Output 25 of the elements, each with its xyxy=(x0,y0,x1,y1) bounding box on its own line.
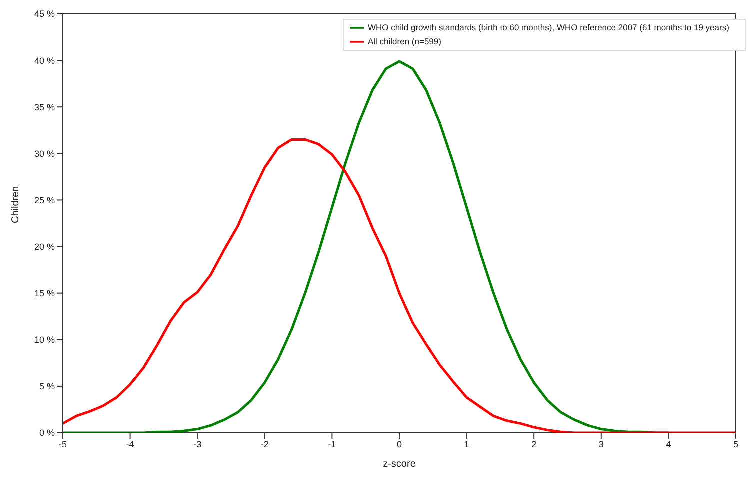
x-tick-label: -3 xyxy=(194,439,202,450)
y-tick-label: 0 % xyxy=(39,428,55,438)
y-tick-label: 25 % xyxy=(34,195,55,206)
y-tick-label: 10 % xyxy=(34,335,55,346)
legend-label: All children (n=599) xyxy=(368,36,442,46)
y-tick-label: 45 % xyxy=(34,9,55,20)
x-tick-label: -4 xyxy=(126,439,134,450)
legend-label: WHO child growth standards (birth to 60 months), WHO reference 2007 (61 months to 19 years) xyxy=(368,22,730,32)
y-tick-label: 30 % xyxy=(34,148,55,159)
y-tick-label: 20 % xyxy=(34,242,55,252)
y-tick-label: 5 % xyxy=(39,382,55,392)
y-tick-label: 40 % xyxy=(34,56,55,66)
x-tick-label: 0 xyxy=(396,439,402,450)
x-tick-label: 5 xyxy=(733,439,739,450)
x-tick-label: 3 xyxy=(598,439,604,450)
y-axis-title: Children xyxy=(10,186,22,224)
x-tick-label: -2 xyxy=(260,439,269,450)
x-tick-label: -1 xyxy=(328,439,336,450)
y-tick-label: 35 % xyxy=(34,102,55,112)
x-tick-label: 2 xyxy=(532,439,537,450)
y-tick-label: 15 % xyxy=(34,288,55,299)
x-tick-label: 1 xyxy=(464,439,470,450)
x-axis-title: z-score xyxy=(383,459,416,470)
x-tick-label: 4 xyxy=(666,439,672,450)
x-tick-label: -5 xyxy=(58,439,68,450)
